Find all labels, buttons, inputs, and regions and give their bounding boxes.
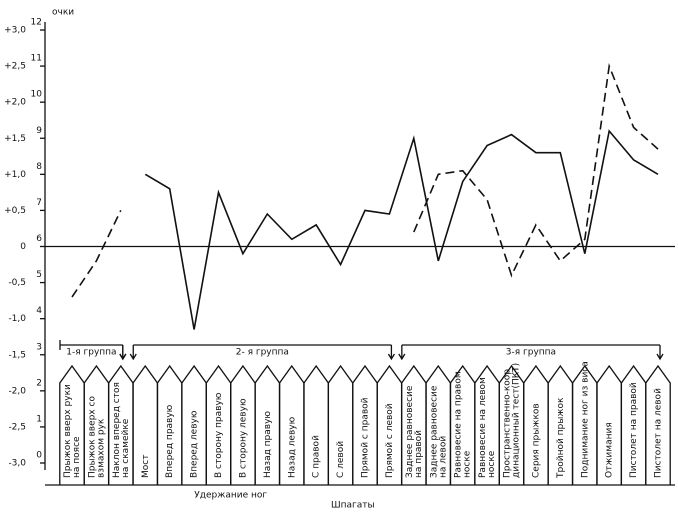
y-tick-label: +1,0 [4,170,26,180]
category-label: Поднимание ног из виса [580,361,590,478]
category-label: Прямой с левой [385,403,395,478]
y-tick-label: +2,0 [4,98,26,108]
y-tick-label: -1,5 [8,350,26,360]
category-label: Равновесие на правом носке [454,371,473,478]
category-label-line: Равновесие на левом [478,377,488,478]
y-axis-label: очки [52,8,74,18]
subgroup-label: Шпагаты [331,501,375,511]
category-label: Серия прыжков [531,403,541,478]
subgroup-label: Удержание ног [194,491,267,501]
category-label: С правой [312,435,322,478]
category-label-line: на скамейке [121,418,131,478]
category-label-line: взмахом рук [96,418,106,478]
y2-tick-label: 7 [36,198,42,208]
category-label: Прыжок вверх руки на поясе [63,384,82,478]
label-box [645,364,671,485]
category-label-line: Назад левую [287,416,297,478]
category-label-line: Наклон вперед стоя [112,382,122,478]
group-label: 3-я группа [506,348,556,358]
category-label: В сторону правую [214,392,224,478]
group-label: 1-я группа [66,348,116,358]
category-label-line: Пространственно-коор [503,369,513,478]
arrow [129,345,137,361]
category-label-line: Поднимание ног из виса [580,361,590,478]
y-tick-label: -1,0 [8,314,26,324]
category-label: Заднее равновесие на правой [405,385,424,478]
category-label: Назад правую [263,411,273,478]
arrow [398,345,406,361]
category-label-line: С левой [336,441,346,478]
y-tick-label: +1,5 [4,134,26,144]
arrow [656,345,664,361]
category-label-line: Пистолет на левой [654,388,664,478]
arrow [387,345,395,361]
y2-tick-label: 6 [36,234,42,244]
category-label: Пистолет на правой [629,382,639,478]
category-label-line: на левой [438,436,448,478]
category-label-line: Равновесие на правом [454,371,464,478]
category-label-line: Заднее равновесие [429,385,439,478]
category-label: Равновесие на левом носке [478,377,497,478]
category-label-line: Прямой с правой [361,397,371,478]
category-label-line: Серия прыжков [531,403,541,478]
category-label-line: Мост [141,455,151,478]
category-label-line: Прямой с левой [385,403,395,478]
category-label-line: на поясе [72,436,82,478]
y2-tick-label: 2 [36,378,42,388]
category-label-line: Пистолет на правой [629,382,639,478]
category-label-line: В сторону левую [238,398,248,478]
category-label-line: динационный тест(ПКТ) [512,363,522,478]
category-label: Отжимания [605,422,615,478]
category-label-line: Отжимания [605,422,615,478]
y2-tick-label: 10 [31,90,43,100]
y2-tick-label: 9 [36,126,42,136]
y-tick-label: +2,5 [4,62,26,72]
y-tick-label: -3,0 [8,459,26,469]
category-label-line: Прыжок вверх со [87,396,97,478]
y-tick-label: -2,5 [8,422,26,432]
category-label: Прямой с правой [361,397,371,478]
category-label-line: Прыжок вверх руки [63,384,73,478]
category-label: Тройной прыжок [556,397,566,479]
y2-tick-label: 0 [36,451,42,461]
category-label: Назад левую [287,416,297,478]
y2-tick-label: 11 [31,54,42,64]
category-label-line: Вперед правую [165,404,175,478]
data-line [71,63,659,298]
y-tick-label: +0,5 [4,206,26,216]
y2-tick-label: 5 [36,270,42,280]
y-tick-label: 0 [20,242,26,252]
category-label-line: Вперед левую [190,410,200,478]
category-label-line: носке [487,450,497,478]
category-label: Наклон вперед стоя на скамейке [112,382,131,478]
category-label: В сторону левую [238,398,248,478]
category-label: Мост [141,455,151,478]
category-label: С левой [336,441,346,478]
category-label: Пространственно-коор динационный тест(ПКТ… [503,363,522,478]
y2-tick-label: 8 [36,162,42,172]
category-label-line: В сторону правую [214,392,224,478]
category-label: Прыжок вверх со взмахом рук [87,396,106,478]
category-label: Заднее равновесие на левой [429,385,448,478]
y2-tick-label: 3 [36,342,42,352]
category-label-line: носке [463,450,473,478]
category-label: Вперед правую [165,404,175,478]
y2-tick-label: 1 [36,414,42,424]
category-label: Вперед левую [190,410,200,478]
category-label-line: на правой [414,430,424,478]
category-label-line: Заднее равновесие [405,385,415,478]
y-tick-label: -2,0 [8,386,26,396]
category-label-line: Тройной прыжок [556,397,566,479]
arrow [119,345,127,361]
category-label: Пистолет на левой [654,388,664,478]
group-label: 2- я группа [236,348,289,358]
y-tick-label: +3,0 [4,26,26,36]
category-label-line: С правой [312,435,322,478]
data-line [144,129,659,330]
y-tick-label: -0,5 [8,278,26,288]
y2-tick-label: 4 [36,306,42,316]
y2-tick-label: 12 [31,18,42,28]
category-label-line: Назад правую [263,411,273,478]
